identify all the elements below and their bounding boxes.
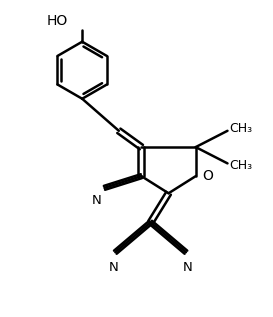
Text: N: N	[182, 261, 192, 274]
Text: CH₃: CH₃	[229, 122, 252, 135]
Text: N: N	[109, 261, 119, 274]
Text: HO: HO	[47, 14, 68, 28]
Text: N: N	[92, 194, 102, 207]
Text: CH₃: CH₃	[229, 159, 252, 172]
Text: O: O	[203, 169, 213, 183]
